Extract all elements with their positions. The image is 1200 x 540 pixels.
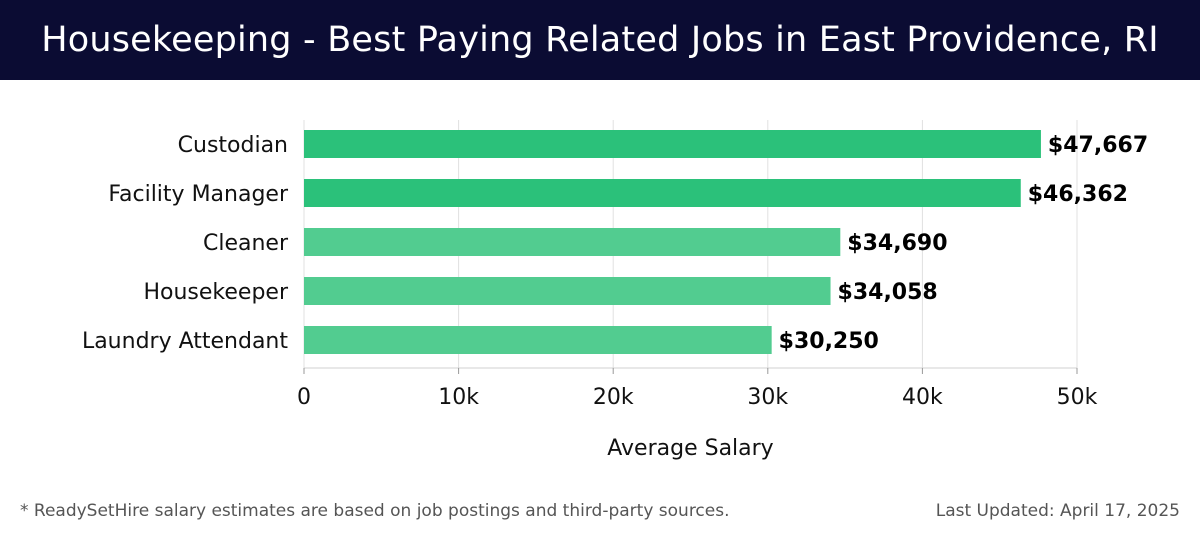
last-updated: Last Updated: April 17, 2025 (935, 501, 1180, 521)
x-tick-label: 30k (747, 385, 788, 410)
category-label: Housekeeper (143, 280, 288, 305)
x-tick-label: 0 (297, 385, 311, 410)
x-axis-title: Average Salary (607, 436, 773, 461)
x-tick-label: 40k (902, 385, 943, 410)
bar-chart: Custodian $47,667 Facility Manager $46,362 C… (82, 120, 1148, 461)
value-label: $47,667 (1048, 133, 1148, 158)
x-tick-label: 10k (438, 385, 479, 410)
bar (304, 130, 1041, 158)
bar (304, 228, 841, 256)
value-label: $30,250 (779, 329, 879, 354)
x-tick-label: 50k (1057, 385, 1098, 410)
bar (304, 179, 1021, 207)
category-label: Laundry Attendant (82, 329, 288, 354)
category-label: Custodian (178, 133, 288, 158)
value-label: $46,362 (1028, 182, 1128, 207)
category-label: Cleaner (203, 231, 289, 256)
value-label: $34,690 (847, 231, 947, 256)
chart-header: Housekeeping - Best Paying Related Jobs … (0, 0, 1200, 80)
chart-title: Housekeeping - Best Paying Related Jobs … (41, 20, 1159, 60)
x-tick-label: 20k (593, 385, 634, 410)
category-label: Facility Manager (108, 182, 289, 207)
footer-note: * ReadySetHire salary estimates are base… (20, 501, 730, 521)
bar (304, 277, 831, 305)
bar (304, 326, 772, 354)
value-label: $34,058 (838, 280, 938, 305)
